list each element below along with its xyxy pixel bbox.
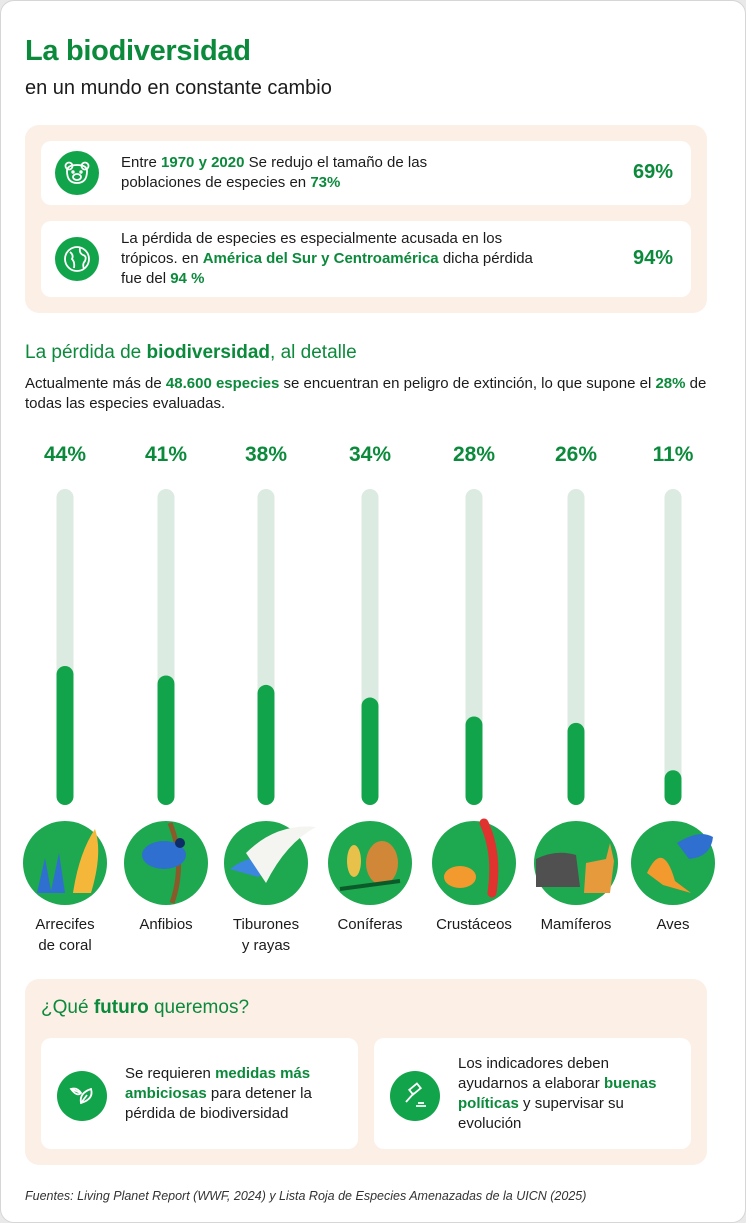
bar-value-label: 11% — [653, 443, 694, 466]
bar — [465, 716, 483, 805]
gavel-icon — [390, 1071, 440, 1121]
frog-body-shape — [142, 841, 186, 869]
bar-value-label: 26% — [555, 443, 597, 466]
bar-value-label: 41% — [145, 443, 187, 466]
species-loss-chart: 44% 41% 38% 34% 28% 26% 11% Arrecifes de coral An… — [23, 443, 715, 954]
bar-value-label: 38% — [245, 443, 287, 466]
text-part: Actualmente más de — [25, 375, 166, 392]
category-label: de coral — [38, 937, 91, 954]
bar — [157, 675, 175, 805]
text-part: medidas más ambiciosas — [125, 1065, 311, 1102]
stat-value-population: 69% — [632, 161, 673, 183]
blue-bird-shape — [677, 834, 713, 859]
bird-icon — [631, 821, 715, 905]
text-part: buenas políticas — [458, 1075, 657, 1112]
crab-shape — [444, 866, 476, 888]
coral-blue-shape — [37, 853, 65, 893]
text-part: para detener la pérdida de biodiversidad — [125, 1085, 312, 1122]
lobster-shape — [479, 818, 499, 898]
future-title-post: queremos? — [148, 997, 250, 1018]
detail-title-pre: La pérdida de — [25, 342, 147, 363]
text-part: de todas las especies evaluadas. — [25, 375, 707, 412]
source-note: Fuentes: Living Planet Report (WWF, 2024… — [25, 1189, 587, 1203]
bar — [56, 665, 74, 805]
stats-panel: Entre 1970 y 2020 Se redujo el tamaño de… — [25, 125, 707, 313]
globe-icon — [55, 237, 99, 281]
detail-title-bold: biodiversidad — [146, 342, 271, 363]
bar — [361, 697, 379, 805]
future-title-pre: ¿Qué — [41, 997, 94, 1018]
text-part: 1970 y 2020 — [161, 154, 245, 171]
text-part: 48.600 especies — [165, 375, 280, 392]
leaf-icon — [57, 1071, 107, 1121]
branch-shape — [339, 879, 401, 891]
category-label: Arrecifes — [35, 916, 94, 933]
coral-orange-shape — [73, 829, 99, 893]
crab-icon — [432, 821, 516, 905]
future-text-measures: Se requieren medidas más ambiciosas para… — [125, 1064, 340, 1124]
bar — [257, 684, 275, 805]
bar-value-label: 28% — [453, 443, 495, 466]
category-label: Mamíferos — [541, 916, 612, 933]
text-part: y supervisar su evolución — [458, 1095, 624, 1132]
category-label: y rayas — [242, 937, 290, 954]
stat-card-tropics: La pérdida de especies es especialmente … — [41, 221, 691, 297]
stat-value-tropics: 94% — [632, 247, 673, 269]
future-text-policies: Los indicadores deben ayudarnos a elabor… — [458, 1054, 673, 1134]
text-part: Se redujo el tamaño de las poblaciones d… — [121, 154, 428, 191]
text-part: se encuentran en peligro de extinción, l… — [279, 375, 656, 392]
small-cone-shape — [347, 845, 361, 877]
category-label: Coníferas — [337, 916, 402, 933]
text-part: América del Sur y Centroamérica — [202, 250, 439, 267]
bar — [664, 770, 682, 805]
text-part: 28% — [655, 375, 686, 392]
text-part: Entre — [121, 154, 162, 171]
text-part: Los indicadores deben ayudarnos a elabor… — [458, 1055, 609, 1092]
stat-card-population: Entre 1970 y 2020 Se redujo el tamaño de… — [41, 141, 691, 205]
bar-value-label: 44% — [44, 443, 86, 466]
category-label: Aves — [656, 916, 689, 933]
text-part: Se requieren — [125, 1065, 216, 1082]
stat-text-tropics: La pérdida de especies es especialmente … — [121, 229, 551, 289]
text-part: 73% — [310, 174, 341, 191]
deer-shape — [584, 843, 614, 893]
text-part: 94 % — [170, 270, 205, 287]
detail-title: La pérdida de biodiversidad, al detalle — [25, 342, 357, 364]
ray-shape — [246, 826, 316, 883]
page-subtitle: en un mundo en constante cambio — [25, 77, 332, 99]
category-label: Anfibios — [139, 916, 192, 933]
detail-title-post: , al detalle — [270, 342, 357, 363]
text-part: La pérdida de especies es especialmente … — [121, 230, 503, 267]
future-title-bold: futuro — [93, 997, 149, 1018]
future-title: ¿Qué futuro queremos? — [41, 997, 249, 1019]
page-title: La biodiversidad — [25, 35, 251, 67]
future-card-policies: Los indicadores deben ayudarnos a elabor… — [374, 1038, 691, 1149]
stat-text-population: Entre 1970 y 2020 Se redujo el tamaño de… — [121, 153, 501, 193]
bar — [567, 722, 585, 805]
future-card-measures: Se requieren medidas más ambiciosas para… — [41, 1038, 358, 1149]
bar-value-label: 34% — [349, 443, 391, 466]
bear-shape — [536, 852, 580, 887]
pine-cone-shape — [366, 841, 398, 885]
bear-icon — [55, 151, 99, 195]
category-label: Tiburones — [233, 916, 299, 933]
detail-description: Actualmente más de 48.600 especies se en… — [25, 374, 725, 414]
bar-track — [664, 489, 682, 805]
frog-eye-shape — [175, 838, 185, 848]
category-label: Crustáceos — [436, 916, 512, 933]
orange-bird-shape — [647, 857, 691, 893]
text-part: dicha pérdida fue del — [121, 250, 533, 287]
